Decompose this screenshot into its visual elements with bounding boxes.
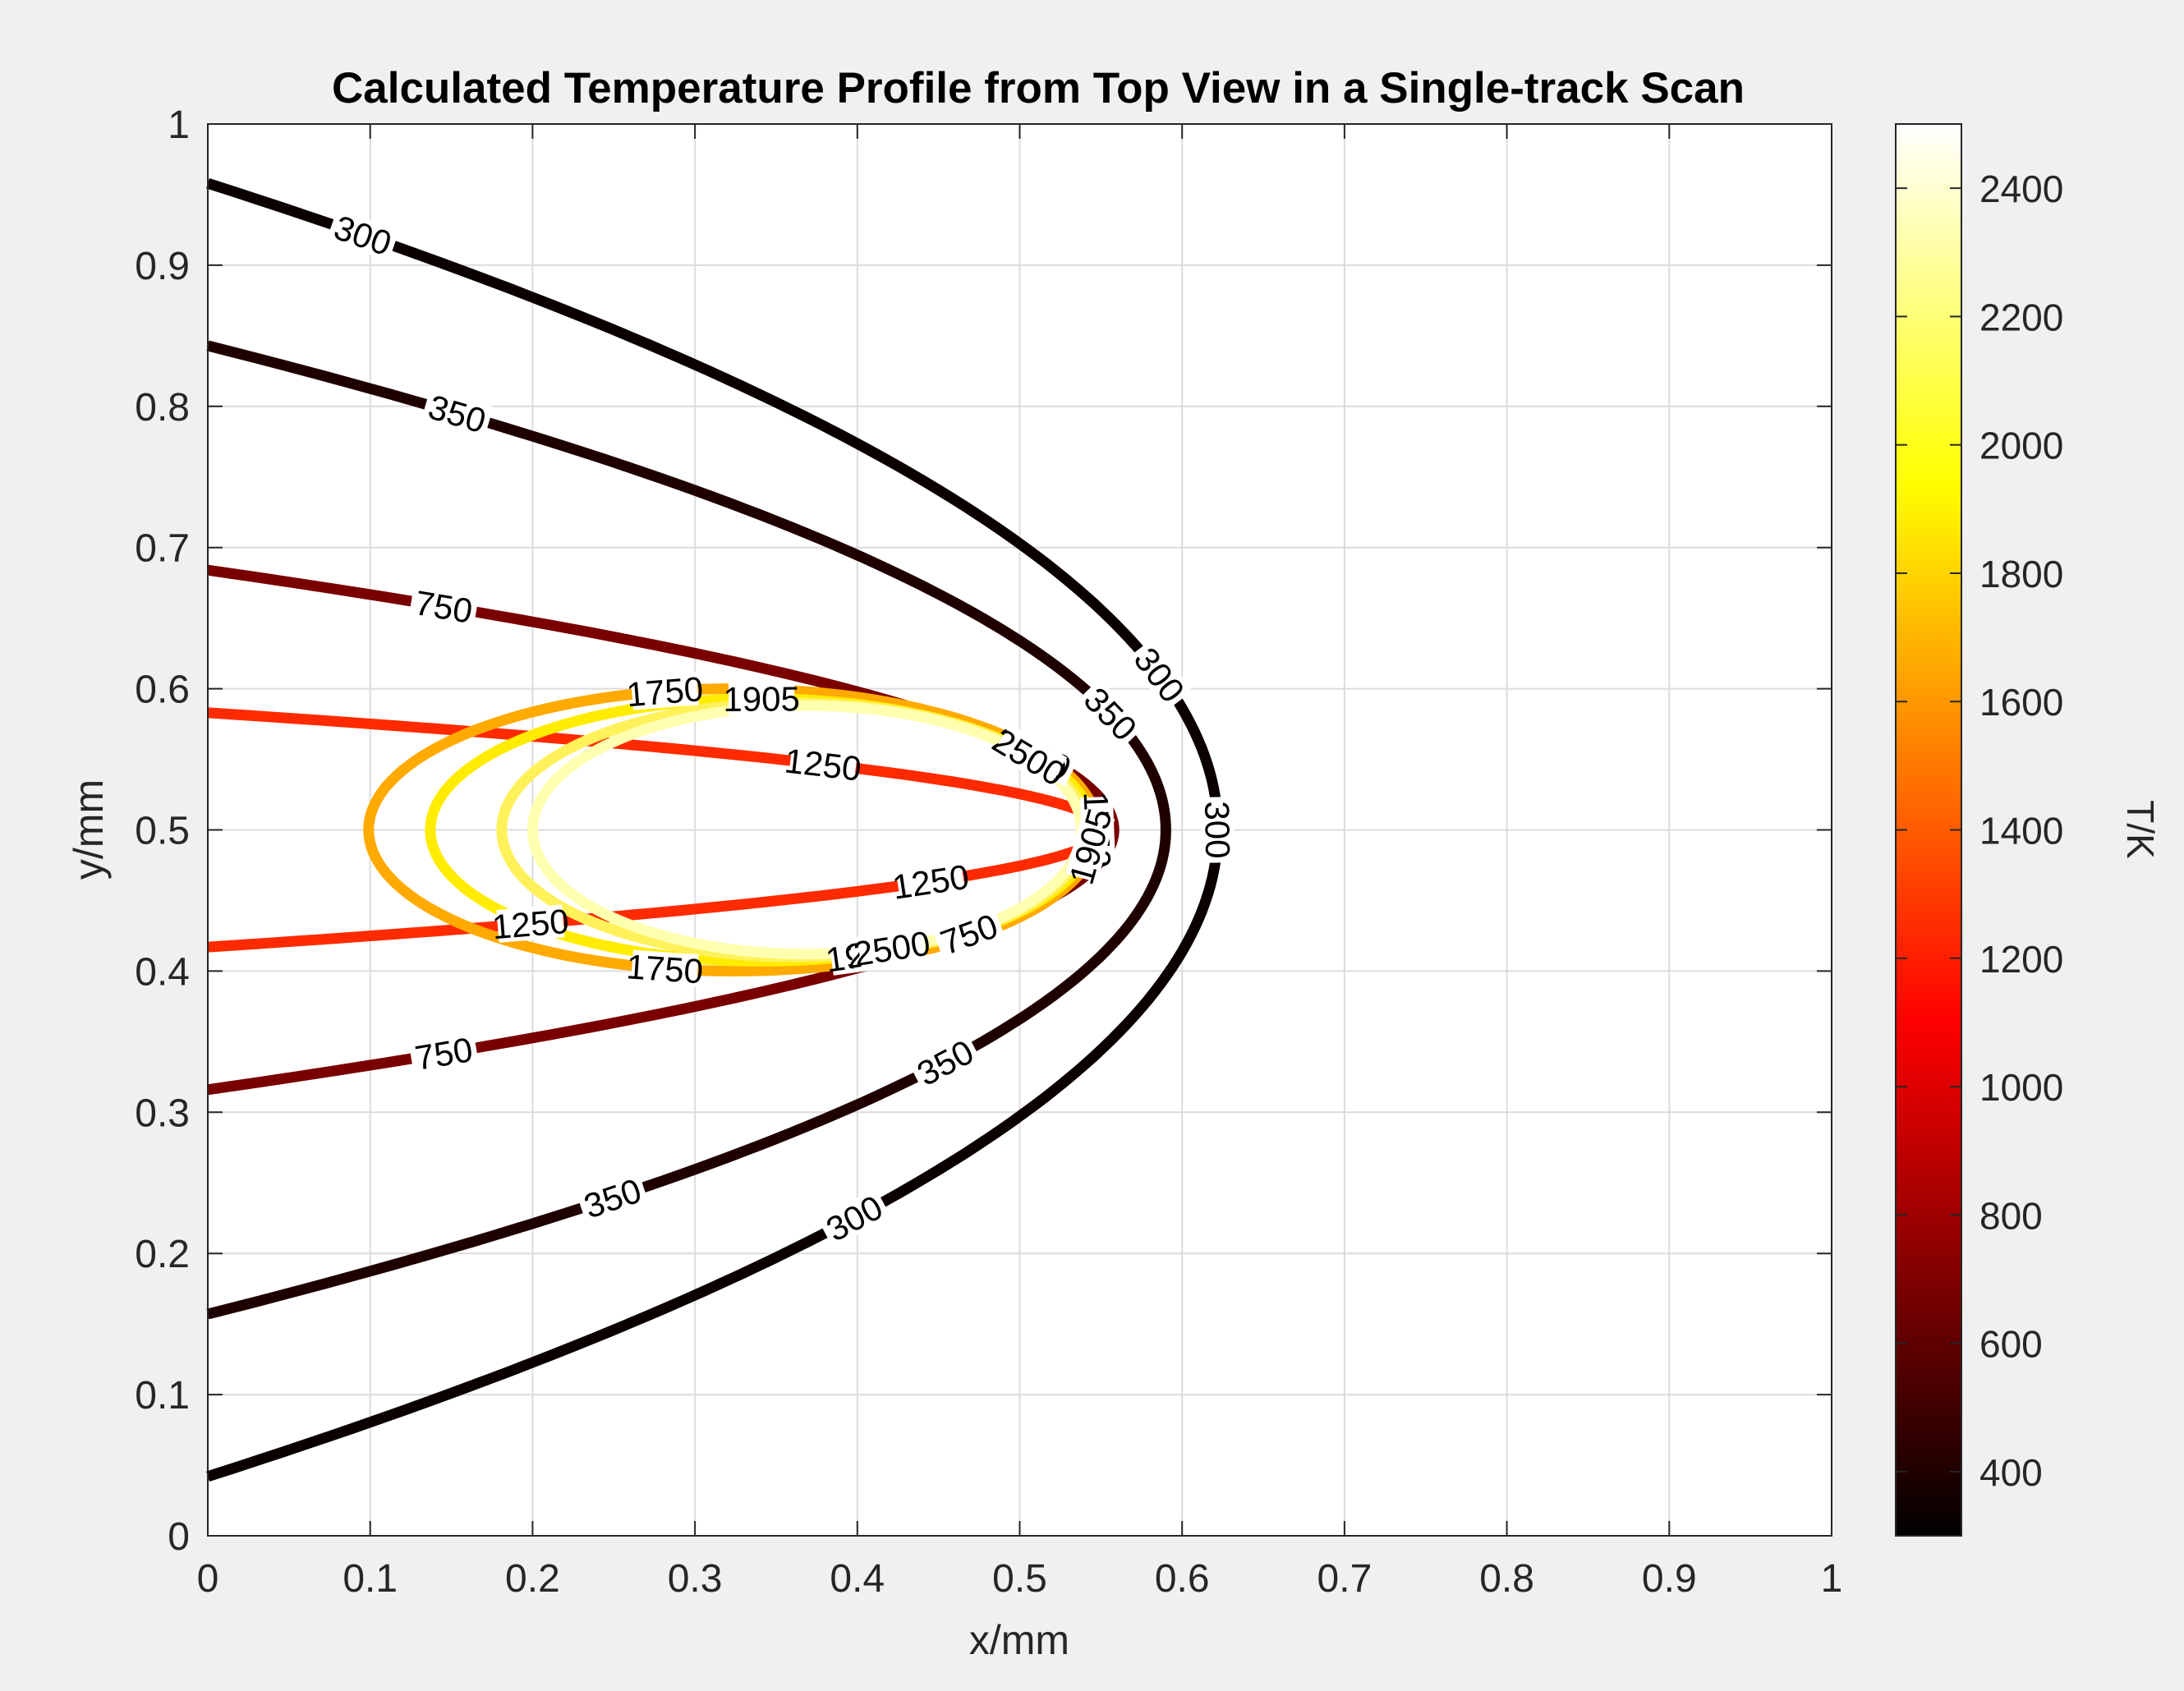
x-tick-labels: 0 0.1 0.2 0.3 0.4 0.5 0.6 0.7 0.8 0.9 1 — [197, 1557, 1843, 1601]
contour-label-bg — [421, 388, 494, 439]
contour-label-bg — [729, 682, 795, 715]
contour-label: 1750 — [625, 947, 704, 990]
colorbar-tick-label: 400 — [1979, 1451, 2043, 1494]
contour-label: 1250 — [490, 902, 570, 946]
contour-label: 1250 — [783, 741, 863, 788]
contour-label-bg — [576, 1171, 649, 1225]
x-tick-label: 0.4 — [830, 1557, 885, 1601]
contour-label-bg — [631, 949, 699, 988]
y-tick-label: 0.8 — [135, 386, 190, 430]
x-axis-label: x/mm — [969, 1617, 1069, 1663]
x-tick-label: 0.9 — [1642, 1557, 1697, 1601]
y-tick-label: 0.9 — [135, 245, 190, 288]
colorbar-tick-label: 2400 — [1979, 168, 2063, 210]
contour-label: 300 — [1198, 801, 1237, 859]
contour-label-bg — [1076, 678, 1146, 749]
contour-label: 1750 — [625, 669, 705, 714]
x-tick-label: 0.3 — [668, 1557, 723, 1601]
contour-label-bg — [895, 860, 966, 903]
x-tick-label: 0.2 — [505, 1557, 560, 1601]
y-tick-label: 0.4 — [135, 950, 190, 994]
x-tick-label: 0.1 — [343, 1557, 398, 1601]
y-tick-label: 0.1 — [135, 1374, 190, 1418]
contour-label-bg — [630, 672, 699, 710]
contour-label: 750 — [412, 1030, 476, 1078]
x-tick-label: 0.6 — [1155, 1557, 1210, 1601]
colorbar-tick-label: 2000 — [1979, 425, 2063, 467]
contour-label-bg — [1065, 810, 1115, 883]
y-tick-label: 0.3 — [135, 1091, 190, 1135]
colorbar-tick-label: 600 — [1979, 1323, 2043, 1366]
contour-label: 750 — [412, 583, 476, 631]
colorbar-tick-label: 1600 — [1979, 681, 2063, 724]
contour-line-350 — [206, 340, 1171, 1320]
contour-label-bg — [326, 209, 400, 262]
y-tick-labels: 0 0.1 0.2 0.3 0.4 0.5 0.6 0.7 0.8 0.9 1 — [135, 103, 190, 1559]
x-tick-label: 0.5 — [992, 1557, 1047, 1601]
y-axis-label: y/mm — [66, 779, 112, 880]
contour-label-bg — [1126, 638, 1193, 711]
y-tick-label: 0.2 — [135, 1233, 190, 1276]
x-tick-label: 1 — [1821, 1557, 1843, 1601]
y-tick-label: 0 — [168, 1515, 190, 1559]
contour-label-bg — [1201, 797, 1235, 863]
contour-label-bg — [408, 1032, 480, 1075]
contour-label-bg — [789, 744, 858, 785]
contour-label-bg — [496, 904, 565, 943]
y-tick-label: 0.7 — [135, 527, 190, 571]
contour-label-bg — [932, 907, 1006, 961]
chart-title: Calculated Temperature Profile from Top … — [332, 64, 1745, 113]
contour-label: 1905 — [723, 679, 800, 719]
colorbar-tick-label: 1400 — [1979, 810, 2063, 852]
x-tick-label: 0 — [197, 1557, 219, 1601]
colorbar-tick-label: 800 — [1979, 1194, 2043, 1237]
contour-label-bg — [408, 585, 479, 628]
x-tick-label: 0.8 — [1479, 1557, 1534, 1601]
y-tick-label: 0.6 — [135, 669, 190, 712]
colorbar-tick-label: 2200 — [1979, 296, 2063, 338]
colorbar-tick-label: 1800 — [1979, 553, 2063, 595]
colorbar-ticks: 400 600 800 1000 1200 1400 1600 1800 2000 2200 240… — [1896, 168, 2063, 1494]
x-tick-label: 0.7 — [1317, 1557, 1372, 1601]
axis-ticks — [207, 123, 1832, 1537]
contour-label-bg — [857, 926, 927, 970]
y-tick-label: 0.5 — [135, 810, 190, 853]
contour-label-bg — [992, 725, 1066, 788]
contour-label-bg — [817, 1188, 891, 1248]
colorbar-tick-label: 1000 — [1979, 1066, 2063, 1109]
contour-label-bg — [908, 1032, 982, 1092]
colorbar-label: T/K — [2119, 800, 2162, 859]
colorbar-tick-label: 1200 — [1979, 938, 2063, 981]
y-tick-label: 1 — [168, 103, 190, 147]
